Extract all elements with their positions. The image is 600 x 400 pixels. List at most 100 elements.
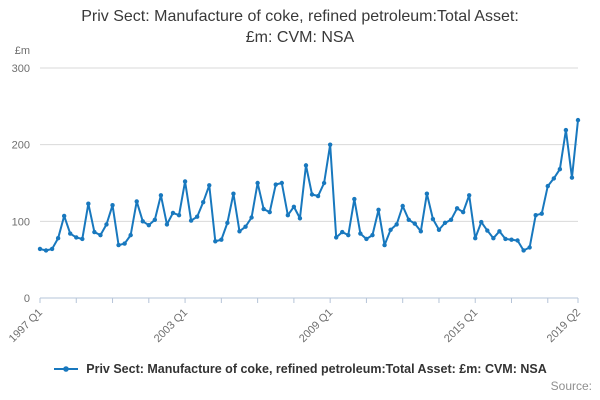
data-point [201,199,206,205]
data-point [327,142,333,147]
data-point [49,246,55,252]
data-point [164,222,170,227]
data-point [473,236,478,241]
time-series-plot: £m 300 200 100 0 1997 Q1 2003 Q1 2009 Q1 2015 Q1… [7,45,583,345]
data-point [424,191,430,196]
data-point [563,127,569,133]
data-point [249,215,254,220]
y-tick-label: 300 [12,63,30,75]
data-point [68,231,73,236]
data-point [86,201,91,206]
data-point [315,193,321,199]
legend: Priv Sect: Manufacture of coke, refined … [0,362,600,376]
data-point [388,227,393,232]
data-point [158,193,164,198]
data-point [364,236,369,242]
data-point [213,239,218,244]
source-label: Source: [550,379,592,393]
data-point [61,213,67,219]
data-point [412,221,417,226]
data-point [267,209,272,215]
data-point [43,248,49,253]
data-point [533,213,538,218]
data-point [321,180,327,186]
data-point [134,199,139,204]
data-point [128,232,133,238]
data-point [346,232,351,238]
data-point [340,229,345,235]
data-point [539,211,544,216]
data-point [140,219,145,224]
y-tick-label: 200 [12,140,30,152]
data-point [104,222,109,227]
data-point [509,237,514,242]
data-point [291,204,297,209]
data-point [485,228,490,233]
legend-label: Priv Sect: Manufacture of coke, refined … [86,362,547,376]
data-point [466,193,472,198]
data-point [80,236,85,242]
data-point [170,210,176,216]
data-point [376,207,381,213]
data-point [479,219,484,225]
data-point [382,242,387,248]
data-point [237,229,242,234]
data-point [309,192,315,197]
data-point [497,229,502,234]
data-point [418,229,424,234]
data-point [521,248,526,253]
data-point [255,180,260,186]
data-point [98,232,103,238]
data-point [92,229,97,235]
data-point [55,236,61,241]
data-point [225,220,230,226]
data-point [188,218,194,223]
data-point [569,175,575,180]
data-point [261,206,266,212]
data-point [152,217,158,222]
data-point [454,206,460,211]
data-point [207,183,212,188]
data-point [491,236,496,241]
data-point [194,214,200,219]
data-point [460,209,466,215]
data-point [37,246,43,252]
data-point [243,224,248,229]
y-tick-label: 100 [12,216,30,228]
data-point [182,179,188,184]
data-point [303,163,309,168]
data-point [219,237,224,242]
x-tick-label: 2019 Q2 [545,307,583,345]
data-point [122,241,127,246]
data-point [285,213,291,218]
data-point [297,216,303,221]
data-point [430,216,436,222]
data-point [176,213,182,218]
legend-line-marker-icon [54,366,79,372]
y-axis-unit-label: £m [15,45,30,57]
x-tick-label: 1997 Q1 [7,307,45,345]
x-tick-label: 2003 Q1 [152,307,190,345]
data-point [279,180,284,186]
data-point [358,231,363,236]
data-point [545,183,550,189]
chart-title: Priv Sect: Manufacture of coke, refined … [81,8,519,47]
data-point [273,182,278,187]
data-point [370,232,375,238]
data-point [334,235,339,240]
data-point [503,236,508,242]
data-point [110,203,115,208]
data-point [448,217,454,222]
data-point [515,238,520,243]
data-point [442,220,448,226]
data-point [527,245,532,250]
data-point [406,217,411,222]
data-point [557,167,563,172]
data-point [400,203,405,209]
data-point [436,227,442,232]
x-tick-label: 2015 Q1 [442,307,480,345]
data-point [394,222,399,227]
data-point [352,196,357,202]
y-tick-label: 0 [24,293,30,305]
